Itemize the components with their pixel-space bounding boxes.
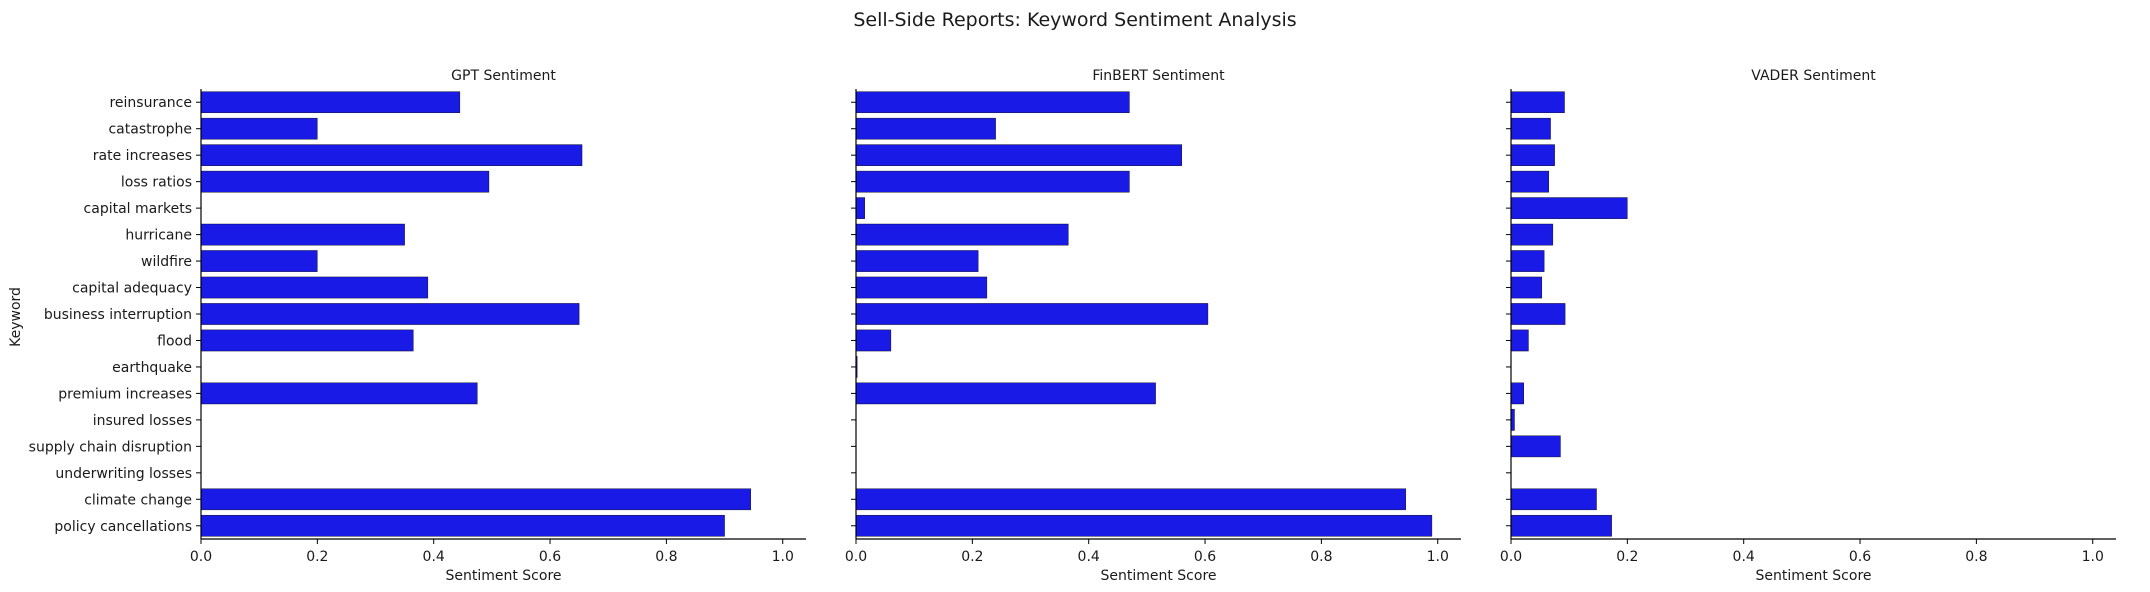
x-tick-label: 1.0 [1427,549,1449,565]
x-tick-label: 0.4 [1078,549,1100,565]
x-tick-label: 0.4 [1733,549,1755,565]
bar-flood [855,329,892,352]
bar-rate-increases [200,144,583,166]
bar-premium-increases [855,382,1156,405]
y-tick-label: policy cancellations [54,519,192,535]
y-tick-label: climate change [84,492,192,508]
bar-wildfire [855,250,979,272]
bar-catastrophe [1510,117,1551,140]
x-tick-label: 1.0 [2082,549,2104,565]
y-tick-label: premium increases [58,386,192,402]
bar-loss-ratios [1510,170,1550,193]
panel-title: VADER Sentiment [1751,68,1876,84]
bar-business-interruption [855,303,1209,325]
bar-wildfire [1510,250,1545,272]
x-tick-label: 1.0 [772,549,794,565]
bar-premium-increases [1510,382,1524,405]
x-tick-label: 0.0 [1500,549,1522,565]
x-tick-label: 0.6 [1849,549,1871,565]
bar-catastrophe [855,117,996,140]
y-tick-label: hurricane [125,228,192,244]
x-tick-label: 0.2 [1616,549,1638,565]
y-tick-label: wildfire [141,254,192,270]
y-tick-label: catastrophe [108,122,192,138]
bar-policy-cancellations [200,514,725,537]
panel-title: GPT Sentiment [451,68,556,84]
bar-capital-adequacy [200,276,429,299]
x-tick-label: 0.2 [306,549,328,565]
x-tick-label: 0.6 [1194,549,1216,565]
x-tick-label: 0.8 [1310,549,1332,565]
x-tick-label: 0.8 [1965,549,1987,565]
bar-capital-markets [1510,197,1628,219]
x-tick-label: 0.8 [655,549,677,565]
bar-policy-cancellations [855,514,1433,537]
y-axis-label: Keyword [8,287,24,347]
bar-rate-increases [1510,144,1555,166]
x-tick-label: 0.2 [961,549,983,565]
bar-premium-increases [200,382,478,405]
x-tick-label: 0.0 [190,549,212,565]
x-axis-label: Sentiment Score [1755,568,1871,584]
x-tick-label: 0.0 [845,549,867,565]
y-tick-label: business interruption [44,307,192,323]
panel-2: FinBERT Sentiment 0.0 0.2 0.4 0.6 0.8 1.0 Senti… [845,68,1461,584]
y-tick-label: insured losses [93,413,192,429]
bar-climate-change [855,488,1406,511]
x-axis-label: Sentiment Score [445,568,561,584]
bar-business-interruption [200,303,580,325]
bar-policy-cancellations [1510,514,1612,537]
bar-wildfire [200,250,318,272]
bar-catastrophe [200,117,318,140]
y-tick-label: rate increases [93,148,192,164]
bar-flood [200,329,414,352]
panel-title: FinBERT Sentiment [1092,68,1225,84]
bar-rate-increases [855,144,1182,166]
bar-reinsurance [200,91,461,114]
bar-capital-markets [855,197,865,219]
bar-hurricane [200,223,405,246]
bar-reinsurance [855,91,1130,114]
bar-supply-chain-disruption [1510,435,1561,458]
bar-hurricane [855,223,1069,246]
panel-3: VADER Sentiment 0.0 0.2 0.4 0.6 0.8 1.0 Sentime… [1500,68,2116,584]
y-tick-label: flood [157,333,192,349]
x-tick-label: 0.4 [423,549,445,565]
chart-title: Sell-Side Reports: Keyword Sentiment Ana… [853,9,1296,31]
y-tick-label: underwriting losses [55,466,192,482]
panels: GPT Sentiment reinsurance catastrophe rate … [29,68,2116,584]
bar-climate-change [200,488,751,511]
x-axis-label: Sentiment Score [1100,568,1216,584]
y-tick-label: loss ratios [121,175,192,191]
bar-loss-ratios [855,170,1130,193]
bar-flood [1510,329,1529,352]
bar-capital-adequacy [855,276,988,299]
y-tick-label: capital markets [84,201,192,217]
y-tick-label: reinsurance [109,95,192,111]
x-tick-label: 0.6 [539,549,561,565]
y-tick-label: earthquake [112,360,192,376]
y-tick-label: supply chain disruption [29,439,192,455]
bar-reinsurance [1510,91,1565,114]
y-tick-label: capital adequacy [72,281,192,297]
bar-hurricane [1510,223,1554,246]
bar-climate-change [1510,488,1597,511]
bar-business-interruption [1510,303,1566,325]
bar-capital-adequacy [1510,276,1543,299]
panel-1: GPT Sentiment reinsurance catastrophe rate … [29,68,806,584]
bar-loss-ratios [200,170,490,193]
